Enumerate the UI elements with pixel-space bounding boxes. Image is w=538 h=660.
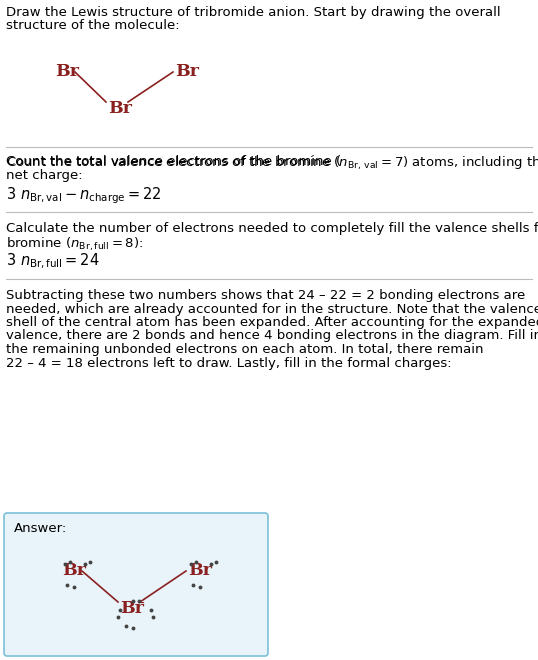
Text: valence, there are 2 bonds and hence 4 bonding electrons in the diagram. Fill in: valence, there are 2 bonds and hence 4 b… — [6, 329, 538, 343]
FancyBboxPatch shape — [4, 513, 268, 656]
Text: Br: Br — [55, 63, 79, 80]
Text: needed, which are already accounted for in the structure. Note that the valence: needed, which are already accounted for … — [6, 302, 538, 315]
Text: Count the total valence electrons of the bromine (: Count the total valence electrons of the… — [6, 155, 341, 168]
Text: the remaining unbonded electrons on each atom. In total, there remain: the remaining unbonded electrons on each… — [6, 343, 484, 356]
Text: shell of the central atom has been expanded. After accounting for the expanded: shell of the central atom has been expan… — [6, 316, 538, 329]
Text: Br: Br — [62, 562, 86, 579]
Text: Br: Br — [188, 562, 212, 579]
Text: bromine ($n_\mathrm{Br,full}=8$):: bromine ($n_\mathrm{Br,full}=8$): — [6, 236, 143, 253]
Text: Answer:: Answer: — [14, 522, 67, 535]
Text: structure of the molecule:: structure of the molecule: — [6, 19, 180, 32]
Text: Draw the Lewis structure of tribromide anion. Start by drawing the overall: Draw the Lewis structure of tribromide a… — [6, 6, 501, 19]
Text: −: − — [137, 599, 145, 608]
Text: 22 – 4 = 18 electrons left to draw. Lastly, fill in the formal charges:: 22 – 4 = 18 electrons left to draw. Last… — [6, 356, 451, 370]
Text: net charge:: net charge: — [6, 169, 83, 182]
Text: Br: Br — [175, 63, 199, 80]
Text: Count the total valence electrons of the bromine ($n_\mathrm{Br,\,val}=7$) atoms: Count the total valence electrons of the… — [6, 155, 538, 172]
Text: Br: Br — [120, 600, 144, 617]
Text: Subtracting these two numbers shows that 24 – 22 = 2 bonding electrons are: Subtracting these two numbers shows that… — [6, 289, 525, 302]
Text: Calculate the number of electrons needed to completely fill the valence shells f: Calculate the number of electrons needed… — [6, 222, 538, 235]
Text: $3\ n_{\mathrm{Br,val}} - n_{\mathrm{charge}} = 22$: $3\ n_{\mathrm{Br,val}} - n_{\mathrm{cha… — [6, 185, 161, 206]
Text: Br: Br — [108, 100, 132, 117]
Text: $3\ n_{\mathrm{Br,full}} = 24$: $3\ n_{\mathrm{Br,full}} = 24$ — [6, 252, 100, 271]
